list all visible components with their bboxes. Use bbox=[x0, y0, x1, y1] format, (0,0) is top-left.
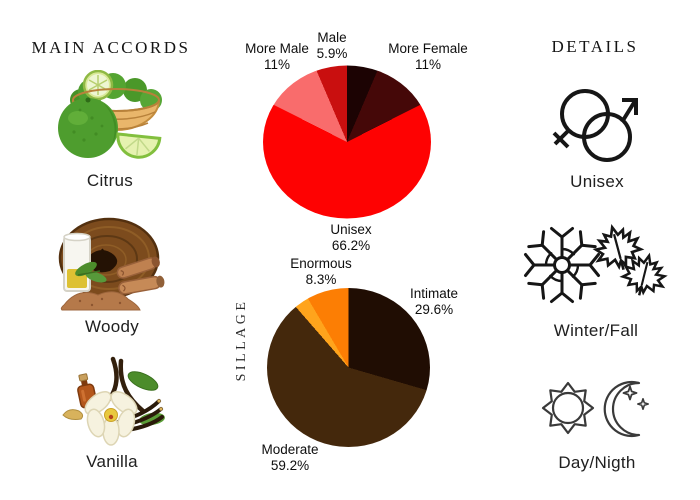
detail-label-unisex: Unisex bbox=[570, 172, 624, 191]
pie-label-moderate: Moderate 59.2% bbox=[261, 442, 319, 473]
leaf bbox=[139, 412, 165, 426]
orchid-flower bbox=[84, 391, 138, 446]
male-arrow-stem bbox=[620, 99, 637, 124]
details-heading: DETAILS bbox=[551, 37, 639, 56]
accord-label-vanilla: Vanilla bbox=[86, 452, 138, 471]
leaf bbox=[127, 371, 159, 391]
lime-wedge bbox=[116, 132, 162, 159]
pod-tip bbox=[157, 399, 161, 403]
sun-moon-stars-icon bbox=[541, 380, 649, 438]
pie-label-enormous: Enormous 8.3% bbox=[290, 256, 352, 287]
green-leaves bbox=[75, 261, 107, 283]
detail-label-day-nigth: Day/Nigth bbox=[558, 453, 636, 472]
gender-votes-pie-chart bbox=[263, 65, 431, 219]
woody-sandalwood-icon bbox=[58, 217, 165, 311]
sun-rays bbox=[541, 381, 595, 435]
sillage-axis-title: SILLAGE bbox=[234, 298, 249, 382]
male-circle bbox=[582, 112, 632, 162]
pie-label-more-male: More Male 11% bbox=[245, 41, 309, 72]
sparkle-star bbox=[637, 398, 649, 410]
powder-pile bbox=[60, 291, 141, 311]
bergamot-fruit bbox=[58, 97, 118, 158]
main-accords-heading: MAIN ACCORDS bbox=[31, 38, 191, 57]
female-cross-stem bbox=[553, 128, 571, 146]
crescent-moon bbox=[603, 380, 641, 438]
sillage-votes-pie-chart bbox=[267, 287, 430, 448]
vanilla-orchid-icon bbox=[62, 356, 165, 446]
accord-label-woody: Woody bbox=[84, 317, 140, 336]
male-arrow-head bbox=[622, 98, 638, 115]
oil-beaker bbox=[63, 232, 91, 292]
sun-disc bbox=[551, 391, 585, 425]
pie-label-more-female: More Female 11% bbox=[388, 41, 468, 72]
pie-label-unisex: Unisex 66.2% bbox=[330, 222, 372, 253]
dried-vanilla-bits bbox=[62, 409, 84, 420]
snowflake-maple-leaves-icon bbox=[524, 220, 671, 303]
snowflake bbox=[524, 227, 600, 303]
unisex-gender-icon bbox=[552, 89, 638, 162]
female-cross-bar bbox=[552, 131, 570, 149]
sparkle-star bbox=[622, 385, 638, 401]
detail-label-winter-fall: Winter/Fall bbox=[553, 321, 639, 340]
cinnamon-stick bbox=[116, 256, 160, 279]
citrus-bergamot-icon bbox=[58, 70, 162, 159]
pie-label-intimate: Intimate 29.6% bbox=[409, 286, 459, 317]
pie-label-male: Male 5.9% bbox=[316, 30, 348, 61]
accord-label-citrus: Citrus bbox=[86, 171, 134, 190]
pod-tip bbox=[159, 407, 163, 411]
cinnamon-stick bbox=[118, 275, 165, 295]
